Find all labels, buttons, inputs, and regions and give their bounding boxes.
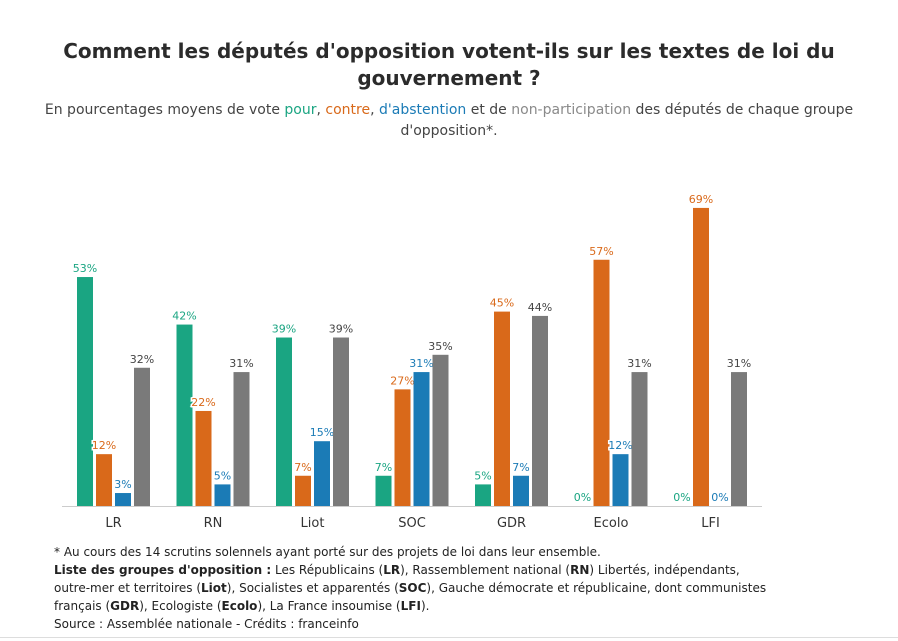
data-label-liot-pour: 39% [272,323,296,336]
data-label-rn-contre: 22% [191,396,215,409]
data-label-lfi-pour: 0% [673,491,690,504]
bar-lr-abstention [115,493,131,506]
data-label-lfi-abstention: 0% [711,491,728,504]
data-label-lr-abstention: 3% [114,478,131,491]
footnote-groups: Liste des groupes d'opposition : Les Rép… [54,561,774,615]
data-label-gdr-contre: 45% [490,297,514,310]
groups-heading: Liste des groupes d'opposition : [54,563,272,577]
subtitle-mid: et de [466,102,512,118]
chart-title: Comment les députés d'opposition votent-… [63,39,835,90]
data-label-rn-abstention: 5% [214,469,231,482]
x-tick-liot: Liot [301,516,325,531]
bar-lfi-non-participation [731,372,747,506]
subtitle-sep1: , [316,102,326,118]
data-label-gdr-pour: 5% [474,469,491,482]
data-label-lr-non-participation: 32% [130,353,154,366]
group-abbr-lfi: LFI [400,599,421,613]
bar-liot-contre [295,475,311,506]
data-label-rn-non-participation: 31% [229,357,253,370]
x-tick-ecolo: Ecolo [594,516,629,531]
legend-pour: pour [284,102,317,118]
data-label-lfi-contre: 69% [689,193,713,206]
bar-soc-non-participation [432,354,449,506]
group-text: ), Gauche démocrate et républicaine, don… [54,581,767,613]
subtitle-sep2: , [370,102,379,118]
bar-lfi-contre [693,207,709,507]
group-abbr-ecolo: Ecolo [221,599,258,613]
data-label-liot-contre: 7% [294,461,311,474]
footnote-source: Source : Assemblée nationale - Crédits :… [54,617,359,631]
bar-liot-pour [276,337,292,506]
bar-rn-abstention [214,484,231,506]
data-label-gdr-abstention: 7% [512,461,529,474]
data-label-ecolo-abstention: 12% [608,439,632,452]
group-text: Les Républicains ( [271,563,384,577]
bar-soc-contre [394,389,411,506]
group-text: ). [420,599,430,613]
x-tick-lr: LR [105,516,121,531]
data-label-liot-non-participation: 39% [329,323,353,336]
data-label-soc-contre: 27% [390,374,414,387]
bar-lr-contre [96,454,112,506]
bottom-divider [0,637,898,638]
bar-soc-abstention [413,372,430,506]
bar-ecolo-contre [593,259,610,506]
data-label-soc-abstention: 31% [409,357,433,370]
legend-contre: contre [325,102,371,118]
data-label-ecolo-contre: 57% [589,245,613,258]
data-label-lfi-non-participation: 31% [727,357,751,370]
footnote: * Au cours des 14 scrutins solennels aya… [54,543,774,633]
group-text: ) Libertés, indépendants, outre-mer et t… [54,563,740,595]
data-label-soc-pour: 7% [375,461,392,474]
data-label-soc-non-participation: 35% [428,340,452,353]
data-label-liot-abstention: 15% [310,426,334,439]
group-text: ), Rassemblement national ( [400,563,571,577]
bar-lr-pour [77,277,93,506]
groups-list: Les Républicains (LR), Rassemblement nat… [54,563,766,613]
bar-gdr-non-participation [532,315,548,506]
subtitle-suffix: des députés de chaque groupe d'oppositio… [400,102,854,139]
bar-rn-contre [195,410,212,506]
x-tick-lfi: LFI [701,516,720,531]
legend-abstention: d'abstention [379,102,467,118]
x-tick-soc: SOC [398,516,426,531]
data-label-rn-pour: 42% [172,310,196,323]
bar-liot-abstention [314,441,330,506]
bar-gdr-abstention [513,475,529,506]
chart-subtitle: En pourcentages moyens de vote pour, con… [40,100,858,142]
data-label-lr-pour: 53% [73,262,97,275]
bar-liot-non-participation [333,337,349,506]
group-abbr-liot: Liot [201,581,227,595]
bar-rn-pour [176,324,193,506]
group-text: ), Socialistes et apparentés ( [226,581,399,595]
group-abbr-gdr: GDR [110,599,140,613]
bar-soc-pour [375,475,392,506]
data-label-ecolo-pour: 0% [574,491,591,504]
footnote-scrutins: * Au cours des 14 scrutins solennels aya… [54,545,601,559]
group-text: ), Ecologiste ( [139,599,222,613]
legend-non-participation: non-participation [511,102,632,118]
group-abbr-rn: RN [570,563,590,577]
x-tick-gdr: GDR [497,516,526,531]
bar-gdr-pour [475,484,491,506]
bar-ecolo-abstention [612,454,629,506]
data-label-lr-contre: 12% [92,439,116,452]
group-abbr-soc: SOC [398,581,427,595]
data-label-ecolo-non-participation: 31% [627,357,651,370]
x-tick-rn: RN [204,516,223,531]
data-label-gdr-non-participation: 44% [528,301,552,314]
subtitle-prefix: En pourcentages moyens de vote [44,102,285,118]
group-abbr-lr: LR [383,563,401,577]
bar-rn-non-participation [233,372,250,506]
bar-ecolo-non-participation [631,372,648,506]
bar-lr-non-participation [134,367,150,506]
group-text: ), La France insoumise ( [257,599,401,613]
bar-gdr-contre [494,311,510,506]
